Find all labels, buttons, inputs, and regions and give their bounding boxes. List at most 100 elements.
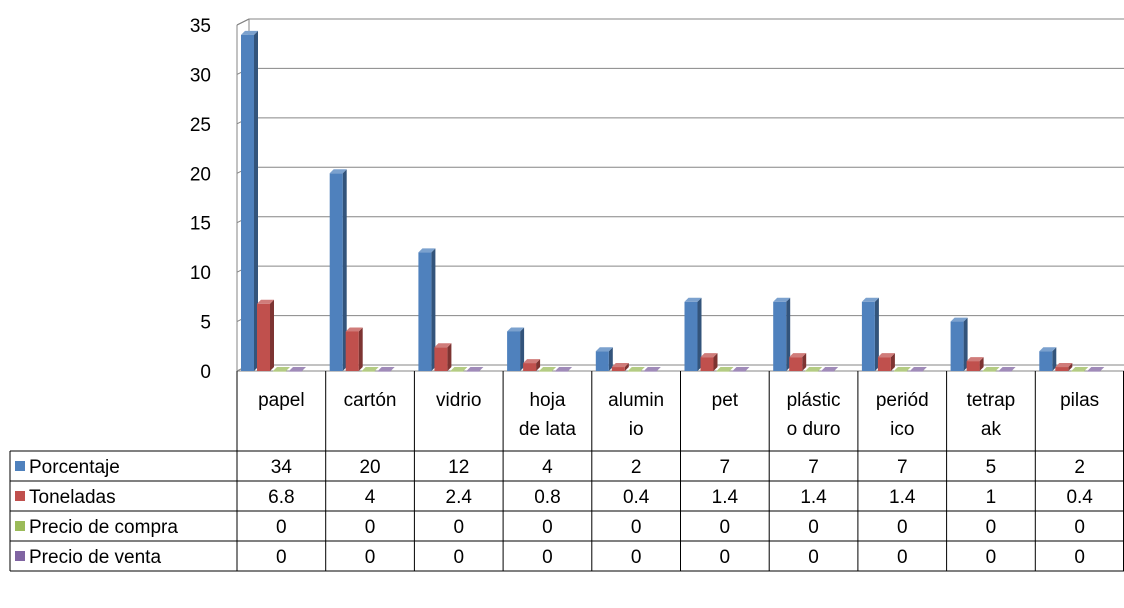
bar-side — [874, 297, 879, 371]
bar-front — [418, 252, 432, 371]
table-value: 4 — [542, 457, 553, 478]
bar-side — [890, 353, 895, 371]
bar-top — [966, 357, 984, 362]
legend-swatch — [15, 521, 25, 531]
table-value: 0 — [631, 547, 642, 568]
bar-top — [611, 363, 629, 368]
x-tick-label: ak — [981, 419, 1002, 440]
bar-side — [786, 297, 791, 371]
bar-top — [1087, 367, 1105, 371]
table-value: 0 — [365, 547, 376, 568]
bar — [1087, 367, 1105, 372]
y-tick-label: 5 — [200, 313, 211, 334]
bar-front — [627, 371, 641, 372]
bar-front — [611, 367, 625, 371]
bar-top — [241, 30, 258, 35]
table-value: 1.4 — [800, 487, 827, 508]
bar — [773, 297, 791, 371]
bar — [611, 363, 629, 371]
legend-label: Precio de venta — [29, 547, 161, 568]
bar-side — [1052, 347, 1057, 371]
table-value: 2.4 — [446, 487, 473, 508]
bar — [716, 367, 734, 372]
table-value: 0 — [1074, 517, 1085, 538]
bar — [877, 353, 895, 371]
table-value: 0 — [720, 517, 731, 538]
table-value: 6.8 — [268, 487, 294, 508]
table-value: 0 — [365, 517, 376, 538]
x-tick-label: hoja — [529, 390, 565, 411]
legend-label: Porcentaje — [29, 457, 120, 478]
bar-top — [998, 367, 1016, 371]
bar-front — [289, 371, 302, 372]
legend-swatch — [15, 551, 25, 561]
table-value: 0 — [1074, 547, 1085, 568]
table-value: 0 — [897, 547, 908, 568]
bar-front — [257, 303, 270, 371]
table-value: 12 — [448, 457, 469, 478]
bar-side — [802, 353, 807, 371]
bar-top — [418, 248, 436, 253]
bar-top — [329, 169, 347, 174]
y-tick-label: 20 — [190, 164, 211, 185]
bar — [555, 367, 573, 372]
x-tick-label: pilas — [1060, 390, 1099, 411]
y-tick-label: 15 — [190, 214, 211, 235]
bar-front — [773, 301, 787, 371]
x-tick-label: plástic — [787, 390, 841, 411]
table-value: 0 — [897, 517, 908, 538]
bar-top — [466, 367, 484, 371]
bar-front — [998, 371, 1012, 372]
bar-top — [257, 299, 274, 304]
bar — [893, 367, 911, 372]
bar-side — [342, 169, 347, 371]
x-tick-label: alumin — [608, 390, 664, 411]
bar-side — [1068, 363, 1073, 371]
bar — [377, 367, 395, 372]
bar-side — [447, 343, 452, 371]
bar-top — [273, 367, 290, 371]
bar-top — [595, 347, 613, 352]
x-tick-label: tetrap — [967, 390, 1016, 411]
wall-top-edge — [236, 18, 250, 26]
bar-top — [909, 367, 927, 371]
x-tick-label: io — [629, 419, 644, 440]
table-value: 20 — [359, 457, 380, 478]
bar-top — [684, 297, 702, 302]
bar-front — [345, 331, 359, 371]
legend-swatch — [15, 461, 25, 471]
bar — [982, 367, 1000, 372]
y-tick-label: 30 — [190, 65, 211, 86]
y-tick-label: 0 — [200, 362, 211, 383]
table-value: 0 — [276, 517, 287, 538]
x-tick-label: cartón — [344, 390, 397, 411]
bar — [861, 297, 879, 371]
bar-side — [270, 299, 274, 371]
bar-front — [700, 357, 714, 371]
bar — [909, 367, 927, 372]
bar-front — [466, 371, 480, 372]
x-tick-label: vidrio — [436, 390, 481, 411]
table-value: 0 — [720, 547, 731, 568]
bar-front — [523, 363, 537, 371]
bar-side — [697, 297, 702, 371]
bar — [805, 367, 823, 372]
bar-top — [950, 317, 968, 322]
bar — [595, 347, 613, 371]
x-tick-label: periód — [876, 390, 929, 411]
bar — [966, 357, 984, 371]
bar — [273, 367, 290, 372]
bar-front — [909, 371, 923, 372]
bar-side — [713, 353, 718, 371]
bar-front — [950, 321, 964, 371]
bar-top — [773, 297, 791, 302]
bar-top — [434, 343, 452, 348]
bar-front — [1071, 371, 1085, 372]
bar — [257, 299, 274, 371]
bar-front — [361, 371, 375, 372]
bar-side — [608, 347, 613, 371]
bar-front — [1087, 371, 1101, 372]
bar-top — [361, 367, 379, 371]
table-value: 1.4 — [889, 487, 916, 508]
